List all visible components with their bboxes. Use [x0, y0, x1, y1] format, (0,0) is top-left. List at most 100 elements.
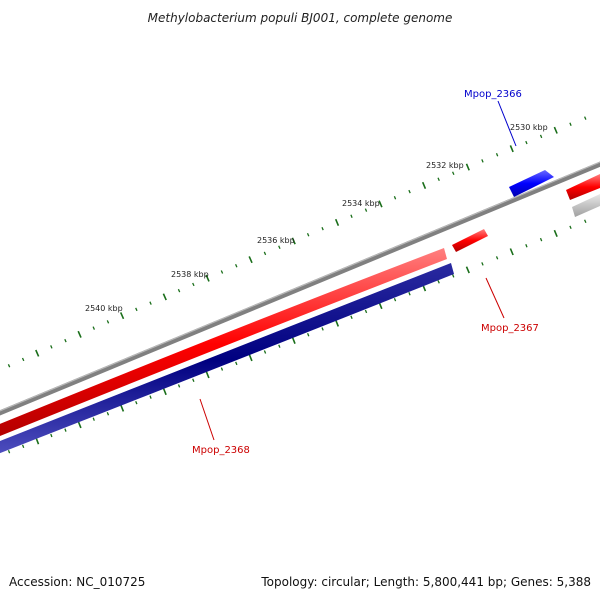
leader-line-mpop-2367: [485, 277, 505, 319]
inner-ring-tick: [235, 361, 238, 366]
inner-ring-tick: [509, 248, 514, 256]
gene-mpop-2366: [509, 170, 554, 197]
outer-ring-tick: [291, 237, 296, 245]
outer-ring-tick: [35, 349, 40, 357]
inner-ring-tick: [77, 421, 82, 429]
map-title: Methylobacterium populi BJ001, complete …: [148, 11, 453, 25]
outer-ring-tick: [465, 163, 470, 171]
gene-mpop-2367: [452, 229, 488, 252]
outer-ring-tick: [481, 159, 484, 163]
genome-summary-text: Topology: circular; Length: 5,800,441 bp…: [260, 575, 591, 589]
inner-ring-tick: [393, 297, 397, 302]
outer-ring-tick: [569, 122, 572, 126]
outer-ring-tick: [7, 364, 11, 368]
inner-ring-tick: [205, 371, 210, 379]
inner-ring-tick: [495, 256, 499, 260]
inner-tick-ring: [7, 219, 587, 454]
inner-ring-tick: [525, 243, 528, 248]
inner-ring-tick: [106, 411, 110, 416]
outer-ring-tick: [553, 126, 558, 134]
outer-ring-tick: [525, 140, 528, 145]
tick-label-2534: 2534 kbp: [342, 199, 380, 208]
tick-label-2536: 2536 kbp: [257, 236, 295, 245]
tick-label-2540: 2540 kbp: [85, 304, 123, 313]
outer-ring-tick: [539, 134, 543, 139]
inner-ring-tick: [50, 433, 53, 438]
inner-ring-tick: [248, 354, 253, 362]
outer-ring-tick: [378, 200, 383, 208]
inner-ring-tick: [21, 444, 25, 449]
outer-ring-tick: [205, 274, 210, 282]
gene-label-mpop-2367: Mpop_2367: [481, 323, 539, 334]
inner-ring-tick: [7, 449, 11, 454]
outer-ring-tick: [177, 288, 181, 293]
outer-ring-tick: [421, 181, 427, 190]
outer-ring-tick: [106, 320, 110, 324]
inner-ring-tick: [364, 309, 368, 314]
outer-ring-tick: [278, 245, 281, 249]
outer-ring-tick: [119, 312, 125, 320]
outer-ring-tick: [135, 307, 138, 312]
genome-backbone: [0, 161, 600, 416]
inner-ring-tick: [584, 219, 587, 223]
gene-forward-band: [0, 248, 447, 436]
inner-ring-tick: [481, 262, 484, 266]
outer-ring-tick: [509, 145, 514, 153]
inner-ring-tick: [149, 395, 152, 399]
outer-ring-tick: [393, 196, 397, 200]
outer-ring-tick: [495, 153, 499, 157]
inner-ring-tick: [465, 266, 470, 274]
outer-ring-tick: [192, 282, 195, 287]
inner-ring-tick: [192, 378, 195, 383]
outer-ring-tick: [149, 301, 152, 305]
outer-ring-tick: [162, 293, 167, 301]
inner-ring-tick: [321, 327, 324, 331]
gene-label-mpop-2366: Mpop_2366: [464, 89, 522, 100]
inner-ring-tick: [553, 229, 558, 238]
leader-line-mpop-2366: [497, 100, 517, 147]
inner-ring-tick: [437, 280, 440, 284]
gene-label-mpop-2368: Mpop_2368: [192, 445, 250, 456]
tick-label-2530: 2530 kbp: [510, 123, 548, 132]
tick-label-2532: 2532 kbp: [426, 161, 464, 170]
outer-ring-tick: [408, 189, 411, 194]
outer-ring-tick: [584, 116, 587, 120]
inner-ring-tick: [539, 237, 543, 242]
inner-ring-tick: [350, 315, 353, 320]
outer-ring-tick: [263, 251, 267, 256]
inner-ring-tick: [291, 337, 296, 344]
inner-ring-tick: [162, 388, 167, 396]
inner-ring-tick: [306, 332, 310, 337]
outer-ring-tick: [321, 226, 324, 231]
outer-ring-tick: [248, 256, 253, 264]
inner-ring-tick: [177, 384, 181, 388]
inner-ring-tick: [334, 319, 340, 327]
gene-mpop-2368: [0, 263, 454, 454]
outer-ring-tick: [306, 233, 310, 237]
outer-ring-tick: [364, 208, 368, 212]
outer-ring-tick: [92, 326, 95, 330]
outer-ring-tick: [350, 214, 353, 218]
inner-ring-tick: [64, 428, 67, 432]
outer-ring-tick: [77, 330, 82, 338]
inner-ring-tick: [451, 274, 455, 278]
inner-ring-tick: [220, 367, 224, 371]
outer-ring-tick: [220, 270, 224, 274]
inner-ring-tick: [408, 292, 411, 296]
inner-ring-tick: [120, 404, 125, 412]
outer-ring-tick: [452, 171, 455, 175]
gene-forward-right: [566, 174, 600, 200]
inner-ring-tick: [263, 350, 267, 354]
inner-ring-tick: [135, 400, 138, 405]
outer-ring-tick: [334, 218, 340, 227]
leader-line-mpop-2368: [199, 398, 215, 441]
outer-ring-tick: [64, 338, 67, 343]
outer-ring-tick: [437, 177, 440, 182]
inner-ring-tick: [92, 417, 95, 421]
inner-ring-tick: [278, 344, 281, 348]
outer-ring-tick: [21, 357, 25, 362]
inner-ring-tick: [569, 225, 572, 230]
outer-ring-tick: [50, 345, 53, 349]
outer-tick-ring: [7, 116, 587, 368]
